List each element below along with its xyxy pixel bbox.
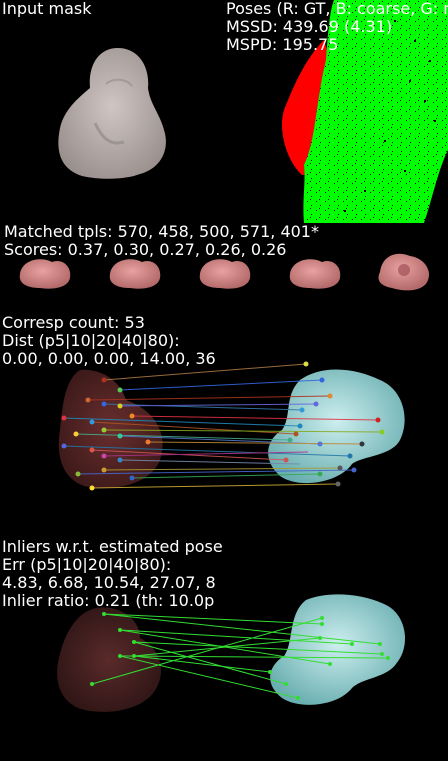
- mssd-value: MSSD: 439.69 (4.31): [226, 18, 393, 35]
- err-values: 4.83, 6.68, 10.54, 27.07, 8: [2, 574, 216, 591]
- template-scores-label: Scores: 0.37, 0.30, 0.27, 0.26, 0.26: [4, 241, 287, 258]
- template-object-cyan: [270, 594, 406, 705]
- dist-values: 0.00, 0.00, 0.00, 14.00, 36: [2, 350, 216, 367]
- poses-panel: [224, 0, 448, 223]
- object-silhouette-gray: [58, 48, 166, 179]
- query-object-dark: [58, 369, 163, 489]
- template-thumbnails: [0, 246, 448, 298]
- poses-title: Poses (R: GT, B: coarse, G: r: [226, 0, 448, 17]
- template-thumb-3: [199, 259, 251, 289]
- inliers-panel: [0, 588, 448, 718]
- inliers-title: Inliers w.r.t. estimated pose: [2, 538, 223, 555]
- correspondence-panel: [0, 360, 448, 500]
- template-thumb-2: [109, 259, 161, 289]
- matched-templates-label: Matched tpls: 570, 458, 500, 571, 401*: [4, 223, 319, 240]
- template-object-cyan: [268, 369, 405, 484]
- err-label: Err (p5|10|20|40|80):: [2, 556, 172, 573]
- corresp-count-label: Corresp count: 53: [2, 314, 145, 331]
- input-mask-panel: [0, 18, 224, 223]
- query-object-dark: [57, 607, 162, 712]
- mspd-value: MSPD: 195.75: [226, 36, 339, 53]
- template-thumb-1: [19, 259, 71, 289]
- template-thumb-4: [289, 259, 341, 289]
- dist-label: Dist (p5|10|20|40|80):: [2, 332, 180, 349]
- pose-overlay: [282, 0, 448, 223]
- inlier-ratio: Inlier ratio: 0.21 (th: 10.0p: [2, 592, 215, 609]
- input-mask-title: Input mask: [2, 0, 92, 17]
